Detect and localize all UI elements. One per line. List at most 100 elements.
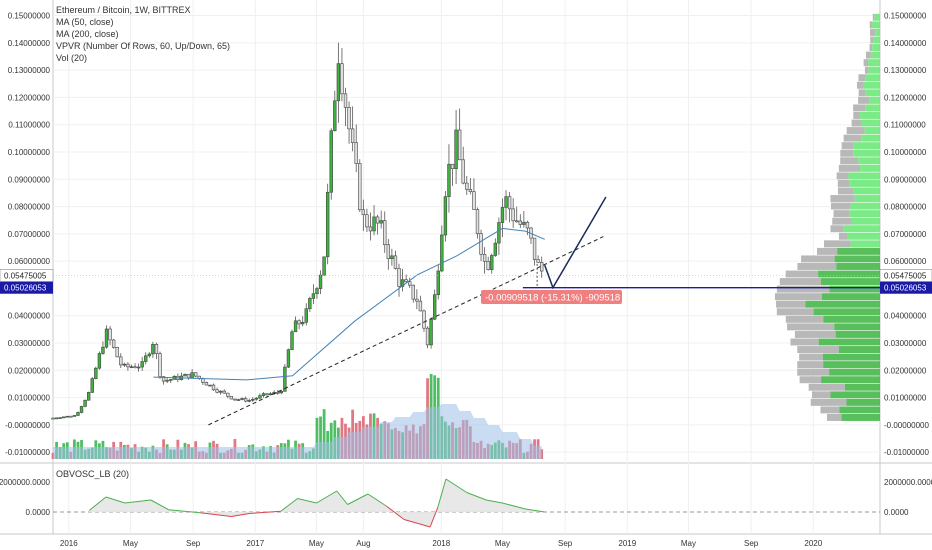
vpvr-up-bar (863, 81, 880, 89)
candle-body (486, 261, 490, 270)
candle-body (215, 389, 219, 393)
candle-body (507, 196, 512, 210)
candle-body (415, 298, 419, 302)
candle-body (283, 366, 287, 392)
legend-vpvr[interactable]: VPVR (Number Of Rows, 60, Up/Down, 65) (56, 41, 231, 51)
legend-ma200[interactable]: MA (200, close) (56, 29, 119, 39)
legend-ma50[interactable]: MA (50, close) (56, 17, 114, 27)
y-tick-label-right: 0.13000000 (884, 66, 927, 75)
candle-body (354, 142, 358, 164)
vpvr-layer (774, 13, 880, 421)
vpvr-up-bar (873, 36, 880, 44)
vpvr-up-bar (858, 157, 880, 165)
y-tick-label-left: 0.08000000 (8, 203, 51, 212)
x-tick-label: Sep (744, 539, 759, 548)
volume-bar (329, 422, 333, 459)
x-tick-label: 2019 (618, 539, 636, 548)
osc-segment (231, 513, 250, 517)
osc-segment (419, 523, 431, 528)
vpvr-down-bar (863, 59, 869, 67)
vpvr-down-bar (840, 149, 854, 157)
volume-layer (51, 374, 544, 459)
vpvr-up-bar (818, 270, 880, 278)
vpvr-down-bar (779, 278, 821, 286)
volume-bar (540, 449, 544, 459)
vpvr-down-bar (797, 263, 837, 270)
vpvr-down-bar (836, 172, 849, 180)
candle-body (482, 254, 487, 262)
candle-body (133, 366, 137, 369)
vpvr-up-bar (872, 21, 880, 29)
oscillator-legend[interactable]: OBVOSC_LB (20) (56, 469, 130, 479)
candle-body (254, 397, 259, 400)
vpvr-up-bar (872, 44, 880, 51)
vpvr-up-bar (861, 119, 880, 127)
candle-body (290, 331, 294, 350)
current-price-tag-right (879, 269, 932, 282)
support-tag-right (880, 281, 932, 294)
vpvr-down-bar (870, 28, 876, 36)
vpvr-down-bar (864, 66, 869, 74)
support-tag-left-text: 0.05026053 (4, 284, 47, 293)
x-tick-label: May (309, 539, 324, 548)
vpvr-down-bar (797, 346, 839, 353)
osc-segment (168, 509, 201, 514)
vpvr-down-bar (776, 300, 806, 308)
candle-body (265, 393, 269, 396)
candle-body (311, 293, 316, 299)
osc-segment (297, 498, 317, 504)
vpvr-down-bar (846, 127, 865, 135)
osc-segment (280, 498, 298, 512)
candle-body (468, 188, 473, 192)
y-tick-label-left: 0.15000000 (8, 12, 51, 21)
osc-segment (88, 496, 107, 511)
vpvr-down-bar (797, 368, 830, 376)
vpvr-down-bar (776, 308, 814, 316)
candle-body (165, 379, 169, 382)
chart-legend: Ethereum / Bitcoin, 1W, BITTREX MA (50, … (56, 4, 230, 64)
candle-body (490, 255, 494, 270)
osc-tick-label-left: 2000000.0000 (0, 478, 51, 487)
x-tick-label: Sep (558, 539, 573, 548)
vpvr-down-bar (785, 315, 824, 323)
grid-layer (53, 0, 880, 534)
vpvr-up-bar (848, 172, 880, 180)
y-tick-label-left: 0.04000000 (8, 312, 51, 321)
vpvr-up-bar (834, 323, 880, 331)
vpvr-up-bar (838, 346, 880, 353)
vpvr-up-bar (860, 164, 880, 172)
candle-body (229, 395, 234, 400)
osc-layer: 2000000.0000 0.0000 2000000.0000 0.0000 (0, 478, 932, 528)
candle-body (251, 398, 255, 401)
osc-segment (105, 496, 126, 504)
legend-volume[interactable]: Vol (20) (56, 53, 88, 63)
candle-body (479, 233, 483, 255)
vpvr-up-bar (822, 353, 880, 361)
y-tick-label-right: -0.01000000 (884, 448, 929, 457)
vpvr-down-bar (858, 74, 866, 82)
legend-symbol[interactable]: Ethereum / Bitcoin, 1W, BITTREX (56, 5, 191, 15)
candle-body (400, 279, 405, 287)
vpvr-down-bar (857, 81, 864, 89)
vpvr-up-bar (823, 315, 880, 323)
y-tick-label-right: 0.12000000 (884, 93, 927, 102)
candle-body (65, 415, 69, 418)
vpvr-up-bar (859, 112, 880, 119)
candle-body (201, 378, 205, 383)
candle-body (247, 400, 251, 402)
measure-tooltip: -0.00909518 (-15.31%) -909518 (481, 290, 622, 304)
candle-body (83, 399, 87, 407)
candle-body (397, 268, 401, 287)
vpvr-up-bar (849, 179, 880, 187)
candle-body (532, 237, 537, 260)
candle-body (97, 353, 102, 369)
vpvr-down-bar (801, 255, 835, 263)
candle-body (218, 390, 223, 393)
candle-body (365, 214, 369, 228)
volume-bar (319, 416, 322, 459)
candle-body (361, 209, 366, 216)
vpvr-down-bar (776, 285, 830, 293)
axis-layer: 0.15000000 0.15000000 0.14000000 0.14000000… (0, 12, 932, 548)
candle-body (144, 355, 148, 362)
candle-body (329, 130, 333, 193)
